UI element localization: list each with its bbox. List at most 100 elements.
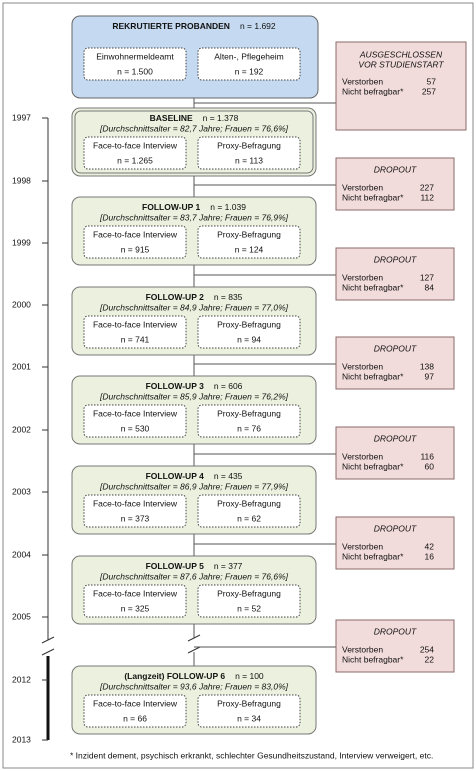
inner-box: [83, 694, 187, 728]
title: FOLLOW-UP 3: [146, 381, 204, 391]
title: FOLLOW-UP 4: [146, 471, 204, 481]
group-label: Face-to-face Interview: [93, 140, 178, 150]
dropout-box: [335, 426, 455, 480]
year-label: 2013: [12, 734, 31, 744]
year-label: 1999: [12, 237, 31, 247]
group-n: n = 94: [237, 334, 261, 344]
group-label: Proxy-Befragung: [217, 698, 281, 708]
row-value: 42: [425, 541, 435, 551]
year-label: 1998: [12, 175, 31, 185]
group-label: Face-to-face Interview: [93, 498, 178, 508]
row-label: Nicht befragbar*: [342, 192, 404, 202]
inner-box: [197, 225, 301, 259]
group-label: Face-to-face Interview: [93, 229, 178, 239]
group-label: Alten-, Pflegeheim: [214, 51, 283, 61]
dropout-box: [335, 157, 455, 211]
dropout-title: DROPOUT: [374, 343, 417, 353]
row-value: 254: [420, 644, 434, 654]
group-label: Einwohnermeldeamt: [96, 51, 174, 61]
dropout-title: DROPOUT: [374, 164, 417, 174]
dropout-title: DROPOUT: [374, 626, 417, 636]
inner-box: [83, 136, 187, 170]
break-mark: [41, 648, 55, 656]
stage-stats: [Durchschnittsalter = 83,7 Jahre; Frauen…: [99, 212, 289, 222]
dropout-title: DROPOUT: [374, 433, 417, 443]
box-title: BASELINE n = 1.378: [150, 113, 239, 123]
dropout-title: DROPOUT: [374, 523, 417, 533]
group-n: n = 113: [235, 155, 263, 165]
row-value: 257: [422, 86, 436, 96]
stage-stats: [Durchschnittsalter = 84,9 Jahre; Frauen…: [99, 302, 289, 312]
row-label: Verstorben: [342, 361, 383, 371]
row-label: Nicht befragbar*: [342, 86, 404, 96]
group-n: n = 34: [237, 713, 261, 723]
title: BASELINE: [150, 113, 193, 123]
row-value: 112: [420, 192, 434, 202]
break-mark: [187, 646, 201, 654]
inner-box: [83, 494, 187, 528]
inner-box: [83, 315, 187, 349]
row-value: 84: [425, 282, 435, 292]
group-n: n = 530: [121, 423, 150, 433]
row-label: Nicht befragbar*: [342, 371, 404, 381]
row-value: 22: [425, 654, 435, 664]
box-title: REKRUTIERTE PROBANDEN n = 1.692: [112, 21, 276, 31]
group-n: n = 741: [121, 334, 150, 344]
break-mark: [187, 634, 201, 642]
row-value: 127: [420, 272, 434, 282]
year-label: 2005: [12, 611, 31, 621]
row-label: Nicht befragbar*: [342, 282, 404, 292]
row-label: Nicht befragbar*: [342, 654, 404, 664]
stage-stats: [Durchschnittsalter = 85,9 Jahre; Frauen…: [99, 391, 289, 401]
group-n: n = 373: [121, 513, 150, 523]
title: FOLLOW-UP 2: [146, 292, 204, 302]
row-label: Nicht befragbar*: [342, 461, 404, 471]
box-title: FOLLOW-UP 5 n = 377: [146, 561, 243, 571]
year-label: 2012: [12, 674, 31, 684]
group-label: Proxy-Befragung: [217, 140, 281, 150]
group-label: Proxy-Befragung: [217, 408, 281, 418]
group-label: Proxy-Befragung: [217, 588, 281, 598]
row-value: 60: [425, 461, 435, 471]
group-n: n = 76: [237, 423, 261, 433]
stage-box-inner: [74, 110, 314, 174]
group-n: n = 192: [235, 66, 264, 76]
row-value: 227: [420, 182, 434, 192]
year-label: 2003: [12, 486, 31, 496]
group-n: n = 1.500: [117, 66, 153, 76]
stage-stats: [Durchschnittsalter = 87,6 Jahre; Frauen…: [99, 571, 289, 581]
group-label: Proxy-Befragung: [217, 498, 281, 508]
stage-stats: [Durchschnittsalter = 86,9 Jahre; Frauen…: [99, 481, 289, 491]
footnote: * Inzident dement, psychisch erkrankt, s…: [70, 750, 433, 760]
n-total: n = 1.692: [240, 21, 276, 31]
n-total: n = 377: [214, 561, 243, 571]
year-label: 2002: [12, 424, 31, 434]
group-label: Face-to-face Interview: [93, 588, 178, 598]
inner-box: [197, 136, 301, 170]
group-n: n = 52: [237, 603, 261, 613]
n-total: n = 835: [214, 292, 243, 302]
inner-box: [197, 47, 301, 81]
year-label: 2004: [12, 549, 31, 559]
n-total: n = 100: [235, 671, 264, 681]
excluded-title: AUSGESCHLOSSEN: [359, 49, 443, 59]
inner-box: [197, 315, 301, 349]
dropout-box: [335, 619, 455, 673]
inner-box: [83, 47, 187, 81]
group-n: n = 62: [237, 513, 261, 523]
row-label: Verstorben: [342, 451, 383, 461]
excluded-box: [335, 41, 467, 131]
excluded-title: VOR STUDIENSTART: [358, 59, 444, 69]
inner-box: [197, 584, 301, 618]
row-label: Verstorben: [342, 272, 383, 282]
group-label: Face-to-face Interview: [93, 408, 178, 418]
row-label: Verstorben: [342, 644, 383, 654]
row-value: 57: [427, 76, 437, 86]
title: FOLLOW-UP 5: [146, 561, 204, 571]
inner-box: [197, 694, 301, 728]
stage-stats: [Durchschnittsalter = 93,6 Jahre; Frauen…: [99, 681, 289, 691]
row-value: 138: [420, 361, 434, 371]
inner-box: [197, 404, 301, 438]
box-title: FOLLOW-UP 2 n = 835: [146, 292, 243, 302]
